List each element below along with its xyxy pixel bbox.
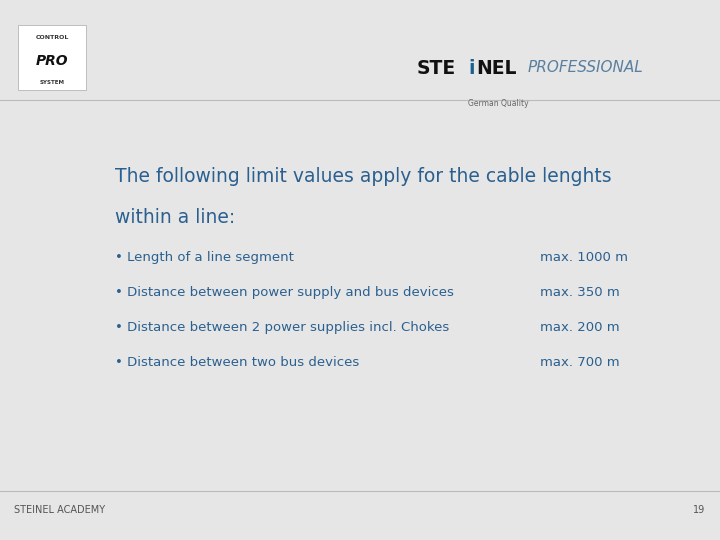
Text: PROFESSIONAL: PROFESSIONAL [528,60,644,76]
Text: • Length of a line segment: • Length of a line segment [115,251,294,264]
Text: NEL: NEL [477,58,517,78]
Text: max. 350 m: max. 350 m [540,286,620,299]
Text: 19: 19 [693,505,706,515]
Text: STE: STE [416,58,455,78]
Text: The following limit values apply for the cable lenghts: The following limit values apply for the… [115,167,612,186]
Text: • Distance between two bus devices: • Distance between two bus devices [115,356,359,369]
FancyBboxPatch shape [18,25,86,90]
Text: max. 700 m: max. 700 m [540,356,620,369]
Text: within a line:: within a line: [115,208,235,227]
Text: PRO: PRO [36,55,68,69]
Text: • Distance between 2 power supplies incl. Chokes: • Distance between 2 power supplies incl… [115,321,449,334]
Text: max. 1000 m: max. 1000 m [540,251,628,264]
Text: max. 200 m: max. 200 m [540,321,620,334]
Text: STEINEL ACADEMY: STEINEL ACADEMY [14,505,106,515]
Text: German Quality: German Quality [468,99,528,107]
Text: CONTROL: CONTROL [35,35,69,40]
Text: • Distance between power supply and bus devices: • Distance between power supply and bus … [115,286,454,299]
Text: i: i [468,58,474,78]
Text: SYSTEM: SYSTEM [40,80,65,85]
